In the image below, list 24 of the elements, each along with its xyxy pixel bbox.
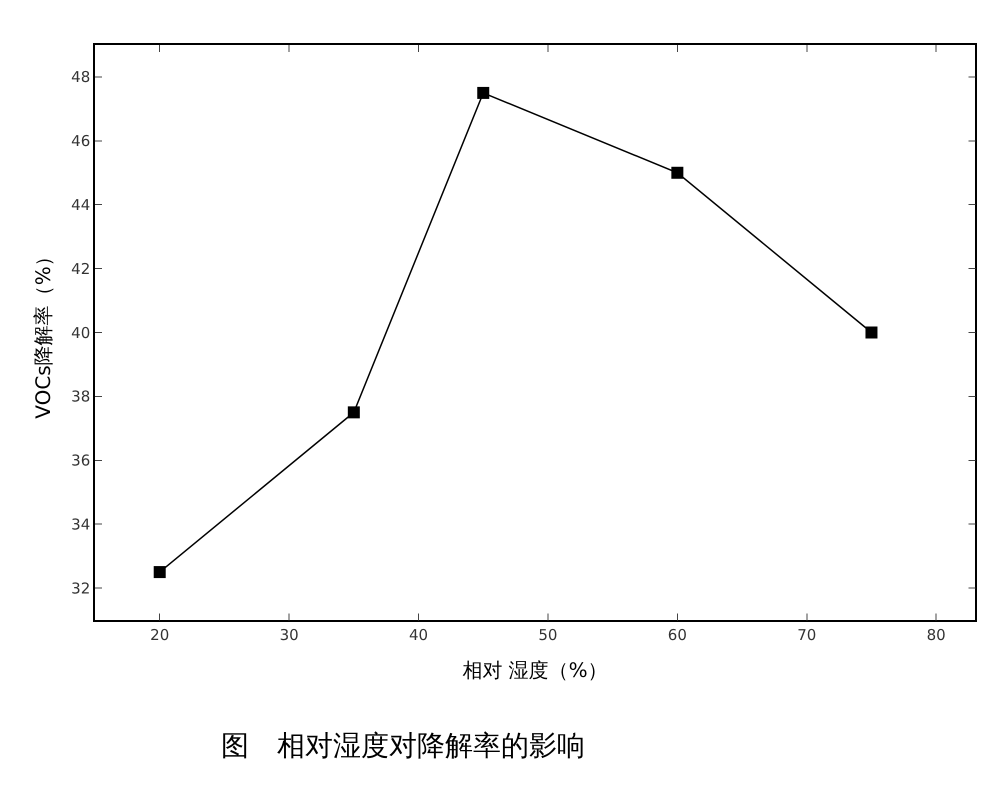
x-tick-label: 20 bbox=[150, 626, 170, 644]
x-tick-label: 40 bbox=[408, 626, 428, 644]
y-tick-label: 32 bbox=[71, 579, 90, 598]
point bbox=[865, 326, 878, 338]
point bbox=[477, 86, 490, 99]
y-tick-label: 34 bbox=[71, 515, 90, 534]
x-tick-label: 60 bbox=[668, 626, 687, 644]
y-tick-label: 48 bbox=[71, 68, 90, 86]
y-tick-label: 38 bbox=[71, 388, 90, 406]
point bbox=[154, 566, 166, 578]
y-tick-label: 40 bbox=[71, 324, 90, 342]
y-axis-title: VOCs降解率（%） bbox=[31, 246, 56, 419]
y-tick-label: 36 bbox=[71, 452, 90, 470]
x-tick-label: 80 bbox=[926, 626, 946, 644]
y-tick-label: 42 bbox=[71, 260, 90, 278]
x-tick-label: 30 bbox=[280, 626, 299, 644]
text: 图 相对湿度对降解率的影响 bbox=[221, 729, 585, 762]
x-tick-label: 50 bbox=[538, 626, 558, 644]
y-tick-label: 44 bbox=[71, 196, 90, 214]
x-axis-title: 相对 湿度（%） bbox=[462, 658, 608, 682]
point bbox=[348, 406, 360, 418]
x-tick-label: 70 bbox=[797, 626, 816, 644]
y-tick-label: 46 bbox=[71, 132, 90, 150]
point bbox=[671, 166, 684, 179]
